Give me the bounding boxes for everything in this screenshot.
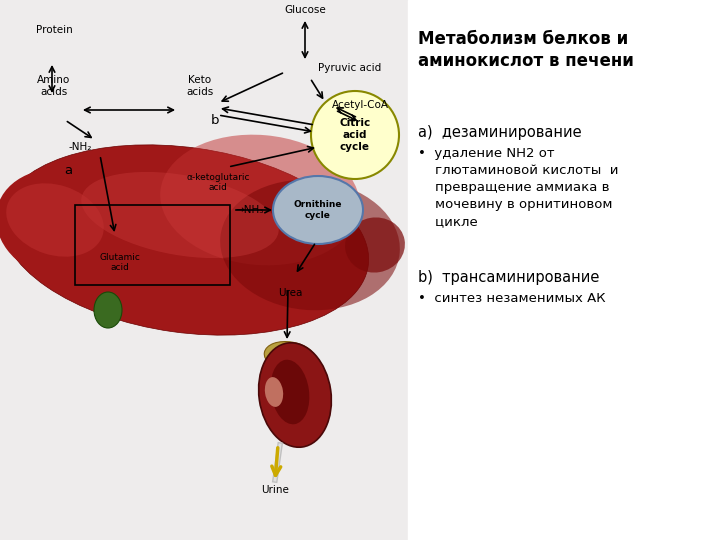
Text: Urine: Urine [261,485,289,495]
Ellipse shape [1,145,369,335]
Text: Keto
acids: Keto acids [186,76,214,97]
Ellipse shape [345,218,405,273]
Ellipse shape [6,183,104,256]
Text: Citric
acid
cycle: Citric acid cycle [339,118,371,152]
Ellipse shape [0,169,134,281]
Ellipse shape [258,343,331,447]
Text: a)  дезаминирование: a) дезаминирование [418,125,582,140]
Text: α-ketoglutaric
acid: α-ketoglutaric acid [186,173,250,192]
Ellipse shape [283,352,318,372]
Text: Protein: Protein [35,25,73,35]
Text: Ornithine
cycle: Ornithine cycle [294,200,342,220]
Text: Метаболизм белков и
аминокислот в печени: Метаболизм белков и аминокислот в печени [418,30,634,70]
Text: Glutamic
acid: Glutamic acid [99,253,140,272]
Ellipse shape [94,292,122,328]
Text: Glucose: Glucose [284,5,326,15]
Text: b)  трансаминирование: b) трансаминирование [418,270,599,285]
Ellipse shape [81,172,279,258]
Text: цикле: цикле [418,215,478,228]
Text: •  синтез незаменимых АК: • синтез незаменимых АК [418,292,606,305]
Text: глютаминовой кислоты  и: глютаминовой кислоты и [418,164,618,177]
Text: Pyruvic acid: Pyruvic acid [318,63,382,73]
Ellipse shape [271,360,310,424]
Text: Acetyl-CoA: Acetyl-CoA [332,100,389,110]
Ellipse shape [220,180,400,310]
Text: a: a [64,164,72,177]
Text: Amino
acids: Amino acids [37,76,71,97]
FancyBboxPatch shape [408,0,720,540]
Ellipse shape [273,176,363,244]
Text: Urea: Urea [278,288,302,298]
Ellipse shape [311,91,399,179]
Ellipse shape [265,377,283,407]
Ellipse shape [161,134,360,265]
Text: -NH₂: -NH₂ [68,142,92,152]
Text: →NH₃: →NH₃ [235,205,264,215]
Text: превращение аммиака в: превращение аммиака в [418,181,610,194]
Text: •  удаление NH2 от: • удаление NH2 от [418,147,554,160]
Text: b: b [211,113,220,126]
Text: мочевину в орнитиновом: мочевину в орнитиновом [418,198,613,211]
Ellipse shape [264,342,316,373]
